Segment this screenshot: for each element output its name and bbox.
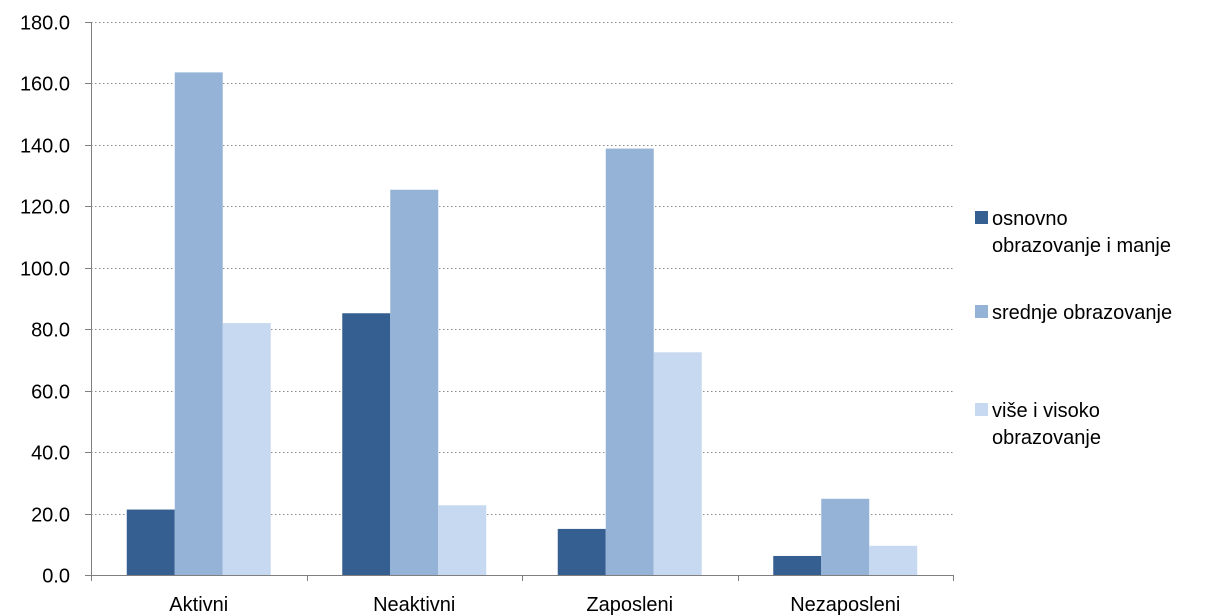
- bar-nezaposleni-series-3: [869, 545, 918, 575]
- x-tick-label: Aktivni: [169, 594, 228, 615]
- y-tick-label: 80.0: [31, 320, 70, 342]
- legend-label: osnovno: [992, 208, 1068, 230]
- x-tick-labels: Aktivni Neaktivni Zaposleni Nezaposleni: [169, 594, 900, 615]
- legend-label: srednje obrazovanje: [992, 302, 1172, 324]
- x-tick-label: Zaposleni: [586, 594, 673, 615]
- legend-swatch: [975, 211, 988, 224]
- legend-swatch: [975, 403, 988, 416]
- x-tick-label: Neaktivni: [373, 594, 455, 615]
- legend-swatch: [975, 305, 988, 318]
- bar-neaktivni-series-2: [390, 189, 439, 575]
- y-tick-label: 0.0: [42, 566, 70, 588]
- bar-neaktivni-series-1: [342, 313, 391, 575]
- legend-label: obrazovanje: [992, 427, 1101, 449]
- y-tick-label: 120.0: [20, 197, 70, 219]
- y-tick-label: 40.0: [31, 443, 70, 465]
- bar-aktivni-series-2: [174, 72, 223, 575]
- y-tick-labels: 0.0 20.0 40.0 60.0 80.0 100.0 120.0 140.0 160.0 1…: [20, 13, 70, 588]
- axes: [85, 22, 954, 581]
- legend-label: više i visoko: [992, 400, 1100, 422]
- y-tick-label: 100.0: [20, 259, 70, 281]
- y-tick-label: 160.0: [20, 74, 70, 96]
- y-tick-label: 20.0: [31, 505, 70, 527]
- legend: osnovno obrazovanje i manje srednje obrazo…: [975, 208, 1172, 449]
- bar-zaposleni-series-3: [653, 352, 702, 575]
- bar-aktivni-series-1: [126, 509, 175, 575]
- bar-neaktivni-series-3: [438, 505, 487, 575]
- y-tick-label: 140.0: [20, 136, 70, 158]
- bar-aktivni-series-3: [222, 323, 271, 575]
- bar-nezaposleni-series-1: [773, 555, 822, 575]
- bar-nezaposleni-series-2: [821, 498, 870, 575]
- bar-zaposleni-series-2: [605, 148, 654, 575]
- y-tick-label: 180.0: [20, 13, 70, 35]
- legend-label: obrazovanje i manje: [992, 235, 1171, 257]
- bar-zaposleni-series-1: [557, 528, 606, 575]
- x-tick-label: Nezaposleni: [790, 594, 900, 615]
- y-tick-label: 60.0: [31, 382, 70, 404]
- bars: [126, 72, 918, 575]
